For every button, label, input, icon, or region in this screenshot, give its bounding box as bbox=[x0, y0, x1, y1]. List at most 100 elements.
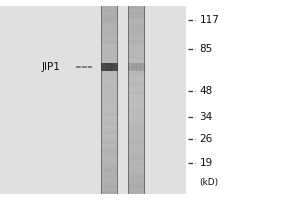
Bar bbox=[128, 93, 145, 97]
Bar bbox=[128, 37, 145, 40]
Bar bbox=[101, 84, 118, 87]
Bar bbox=[128, 190, 145, 194]
Bar bbox=[128, 134, 145, 138]
Bar bbox=[128, 150, 145, 153]
Bar bbox=[128, 156, 145, 160]
Bar bbox=[128, 84, 145, 87]
Bar bbox=[110, 63, 111, 71]
Bar bbox=[101, 87, 118, 91]
Bar bbox=[143, 6, 145, 194]
Bar bbox=[101, 46, 118, 50]
Bar bbox=[101, 143, 118, 147]
Bar bbox=[135, 63, 136, 71]
Bar bbox=[101, 172, 118, 175]
Bar bbox=[128, 122, 145, 125]
Bar bbox=[128, 59, 145, 62]
Bar bbox=[128, 65, 145, 69]
Bar bbox=[128, 21, 145, 25]
Bar bbox=[128, 125, 145, 128]
Bar bbox=[128, 184, 145, 188]
Bar bbox=[101, 122, 118, 125]
Bar bbox=[101, 18, 118, 22]
Bar bbox=[101, 100, 118, 103]
Bar bbox=[101, 184, 118, 188]
Bar bbox=[128, 53, 145, 56]
Bar bbox=[101, 115, 118, 119]
Bar bbox=[101, 62, 118, 66]
Bar bbox=[102, 63, 103, 71]
Bar bbox=[128, 78, 145, 81]
Bar bbox=[111, 63, 112, 71]
Bar bbox=[101, 40, 118, 44]
Text: (kD): (kD) bbox=[200, 178, 219, 186]
Bar bbox=[101, 109, 118, 113]
Bar bbox=[133, 63, 134, 71]
Bar bbox=[106, 63, 107, 71]
Bar bbox=[112, 63, 113, 71]
Bar bbox=[128, 34, 145, 37]
Bar bbox=[128, 90, 145, 94]
Bar bbox=[128, 28, 145, 31]
Bar bbox=[101, 90, 118, 94]
Bar bbox=[101, 175, 118, 178]
Bar bbox=[128, 112, 145, 116]
Bar bbox=[101, 103, 118, 106]
Bar bbox=[128, 62, 145, 66]
Bar bbox=[101, 12, 118, 15]
Bar bbox=[116, 6, 118, 194]
Bar bbox=[101, 6, 102, 194]
Bar bbox=[101, 131, 118, 134]
Text: 19: 19 bbox=[200, 158, 213, 168]
Bar bbox=[138, 63, 139, 71]
Bar bbox=[128, 87, 145, 91]
Bar bbox=[137, 63, 138, 71]
Bar bbox=[101, 21, 118, 25]
Bar bbox=[101, 63, 102, 71]
Bar bbox=[128, 63, 129, 71]
Bar bbox=[101, 56, 118, 59]
Bar bbox=[128, 15, 145, 19]
Bar bbox=[116, 63, 117, 71]
Bar bbox=[101, 106, 118, 109]
Bar bbox=[101, 181, 118, 185]
Text: 85: 85 bbox=[200, 44, 213, 54]
Text: JIP1: JIP1 bbox=[42, 62, 60, 72]
Bar bbox=[101, 93, 118, 97]
Bar bbox=[128, 162, 145, 166]
Bar bbox=[117, 63, 118, 71]
Bar bbox=[128, 40, 145, 44]
Bar bbox=[101, 137, 118, 141]
Bar bbox=[128, 81, 145, 84]
Text: 26: 26 bbox=[200, 134, 213, 144]
Bar bbox=[128, 6, 145, 9]
Bar bbox=[128, 49, 145, 53]
Bar bbox=[103, 63, 104, 71]
Bar bbox=[128, 172, 145, 175]
Bar bbox=[128, 169, 145, 172]
Bar bbox=[115, 63, 116, 71]
Bar bbox=[101, 24, 118, 28]
Text: 117: 117 bbox=[200, 15, 219, 25]
Bar bbox=[101, 140, 118, 144]
Bar bbox=[128, 75, 145, 78]
Bar bbox=[128, 109, 145, 113]
Bar bbox=[142, 63, 143, 71]
Bar bbox=[101, 31, 118, 34]
Bar bbox=[101, 156, 118, 160]
Bar bbox=[128, 31, 145, 34]
Bar bbox=[101, 9, 118, 12]
Bar bbox=[101, 78, 118, 81]
Bar bbox=[128, 153, 145, 156]
Bar bbox=[128, 43, 145, 47]
Bar bbox=[101, 125, 118, 128]
Bar bbox=[128, 165, 145, 169]
Bar bbox=[144, 63, 145, 71]
Bar bbox=[130, 63, 131, 71]
Bar bbox=[101, 15, 118, 19]
Bar bbox=[128, 96, 145, 100]
Bar bbox=[129, 63, 130, 71]
Bar bbox=[140, 63, 141, 71]
Bar bbox=[101, 59, 118, 62]
Bar bbox=[101, 43, 118, 47]
Bar bbox=[101, 169, 118, 172]
